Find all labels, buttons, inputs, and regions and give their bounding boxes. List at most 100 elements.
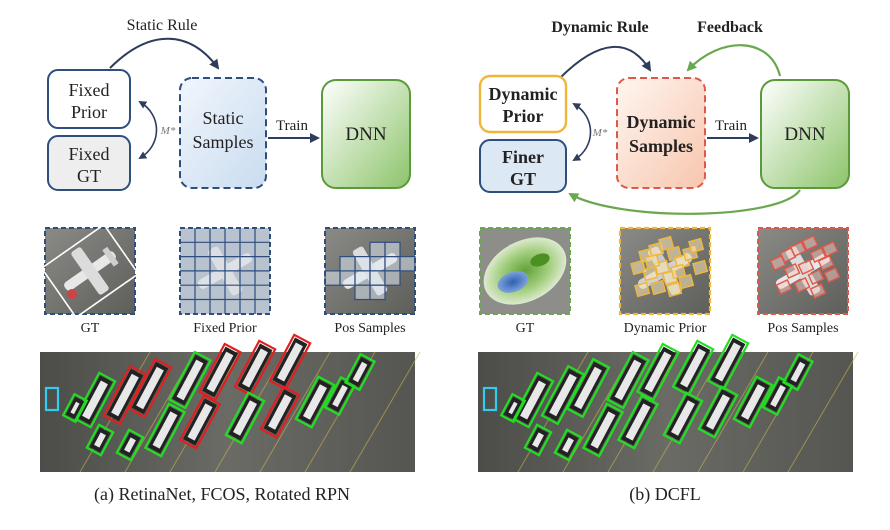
dynamic-prior-line1: Dynamic — [489, 84, 558, 104]
detection-box — [616, 394, 660, 450]
pos-cell — [384, 241, 401, 258]
detection-box — [259, 385, 301, 439]
dynamic-prior-box-cell — [630, 259, 647, 276]
vehicle-roof — [790, 361, 806, 383]
detection-box — [761, 375, 795, 417]
detection-strip-left — [40, 333, 421, 473]
vehicle-roof — [70, 401, 80, 415]
vehicle-roof — [706, 394, 730, 430]
pos-sample-box — [789, 241, 807, 257]
feedback-arrow-top — [686, 44, 782, 77]
dnn-box — [321, 79, 411, 189]
detection-box — [605, 350, 651, 410]
m-star-arrow-right — [572, 102, 592, 162]
pos-cell — [354, 256, 371, 272]
caption-b: (b) DCFL — [629, 484, 701, 505]
train-label: Train — [276, 118, 308, 134]
dynamic-prior-box-cell — [658, 235, 675, 252]
feedback-label: Feedback — [697, 19, 763, 36]
pos-cell — [369, 241, 386, 258]
vehicle-roof — [770, 384, 786, 408]
dynamic-samples-line1: Dynamic — [627, 112, 696, 132]
vehicle-roof — [111, 373, 139, 417]
vehicle-roof — [233, 400, 257, 436]
vehicle-roof — [206, 351, 234, 393]
parking-line — [259, 351, 331, 473]
parking-line — [787, 351, 859, 473]
static-rule-label: Static Rule — [127, 17, 198, 34]
detection-box — [565, 357, 611, 419]
detection-box — [268, 333, 312, 391]
vehicle-roof — [152, 411, 178, 449]
dynamic-prior-cells — [630, 235, 709, 298]
pos-sample-cells — [324, 241, 416, 301]
detection-box — [553, 428, 583, 462]
prior-grid — [180, 228, 270, 314]
detection-box — [511, 371, 555, 429]
m-star-label: M* — [160, 125, 176, 137]
pos-cell — [339, 256, 356, 272]
detection-box — [671, 339, 715, 397]
fixed-prior-box — [47, 69, 131, 129]
vehicle-roof — [520, 380, 546, 420]
dynamic-prior-box-cell — [692, 259, 709, 276]
pos-cell — [384, 270, 401, 286]
detection-box — [233, 339, 277, 397]
pos-sample-box — [821, 241, 839, 257]
dynamic-prior-box-cell — [670, 263, 687, 280]
vehicle-roof — [715, 342, 741, 382]
detection-box-cyan — [44, 386, 60, 412]
vehicle-roof — [741, 384, 765, 420]
pos-cell — [324, 270, 341, 286]
fixed-gt-line2: GT — [77, 166, 101, 186]
finer-gt-box — [479, 139, 567, 193]
dynamic-prior-box-cell — [688, 237, 705, 254]
pos-cell — [384, 256, 401, 272]
detection-box — [115, 428, 145, 462]
fixed-gt-line1: Fixed — [68, 144, 109, 164]
vehicle-roof — [242, 348, 268, 388]
gt-thumbnail — [40, 223, 140, 319]
detection-box — [323, 375, 357, 417]
vehicle-roof — [590, 411, 616, 449]
dynamic-prior-box-cell — [666, 281, 683, 298]
pos-cell — [369, 256, 386, 272]
pos-sample-box — [807, 269, 825, 285]
dnn-label: DNN — [345, 124, 386, 145]
pos-sample-box — [793, 277, 811, 293]
left-panel: Static Rule Fixed Prior Fixed GT M* Stat… — [40, 17, 421, 505]
detection-box — [697, 385, 739, 439]
detection-box — [224, 391, 266, 445]
fixed-prior-thumbnail — [179, 227, 271, 315]
vehicle-roof — [136, 366, 164, 410]
dynamic-samples-box — [616, 77, 706, 189]
m-star-arrow — [138, 100, 158, 160]
detection-box — [523, 423, 553, 457]
detection-box — [343, 352, 377, 392]
feedback-arrow-bottom — [568, 189, 801, 215]
detection-box — [127, 357, 173, 419]
detection-box — [581, 402, 625, 458]
detections-right — [482, 333, 859, 473]
finer-gt-line2: GT — [510, 169, 536, 189]
pos-cell — [339, 270, 356, 286]
detection-box-cyan — [482, 386, 498, 412]
vehicle-roof — [82, 380, 108, 420]
dnn-label-right: DNN — [784, 124, 825, 145]
dynamic-prior-thumbnail — [618, 226, 712, 316]
gt-thumb-label-right: GT — [516, 321, 535, 336]
pos-samples-thumbnail-left — [324, 227, 416, 315]
dynamic-prior-box — [478, 74, 568, 134]
pos-sample-cells-right — [769, 235, 841, 299]
pos-cell — [369, 270, 386, 286]
dynamic-rule-label: Dynamic Rule — [551, 19, 648, 36]
fixed-prior-line2: Prior — [71, 102, 107, 122]
pos-cell — [399, 256, 416, 272]
dynamic-prior-box-cell — [650, 279, 667, 296]
parking-line — [349, 351, 421, 473]
vehicle-roof — [187, 403, 213, 441]
static-samples-line1: Static — [203, 108, 244, 128]
dynamic-prior-box-cell — [642, 265, 659, 282]
static-samples-box — [179, 77, 267, 189]
